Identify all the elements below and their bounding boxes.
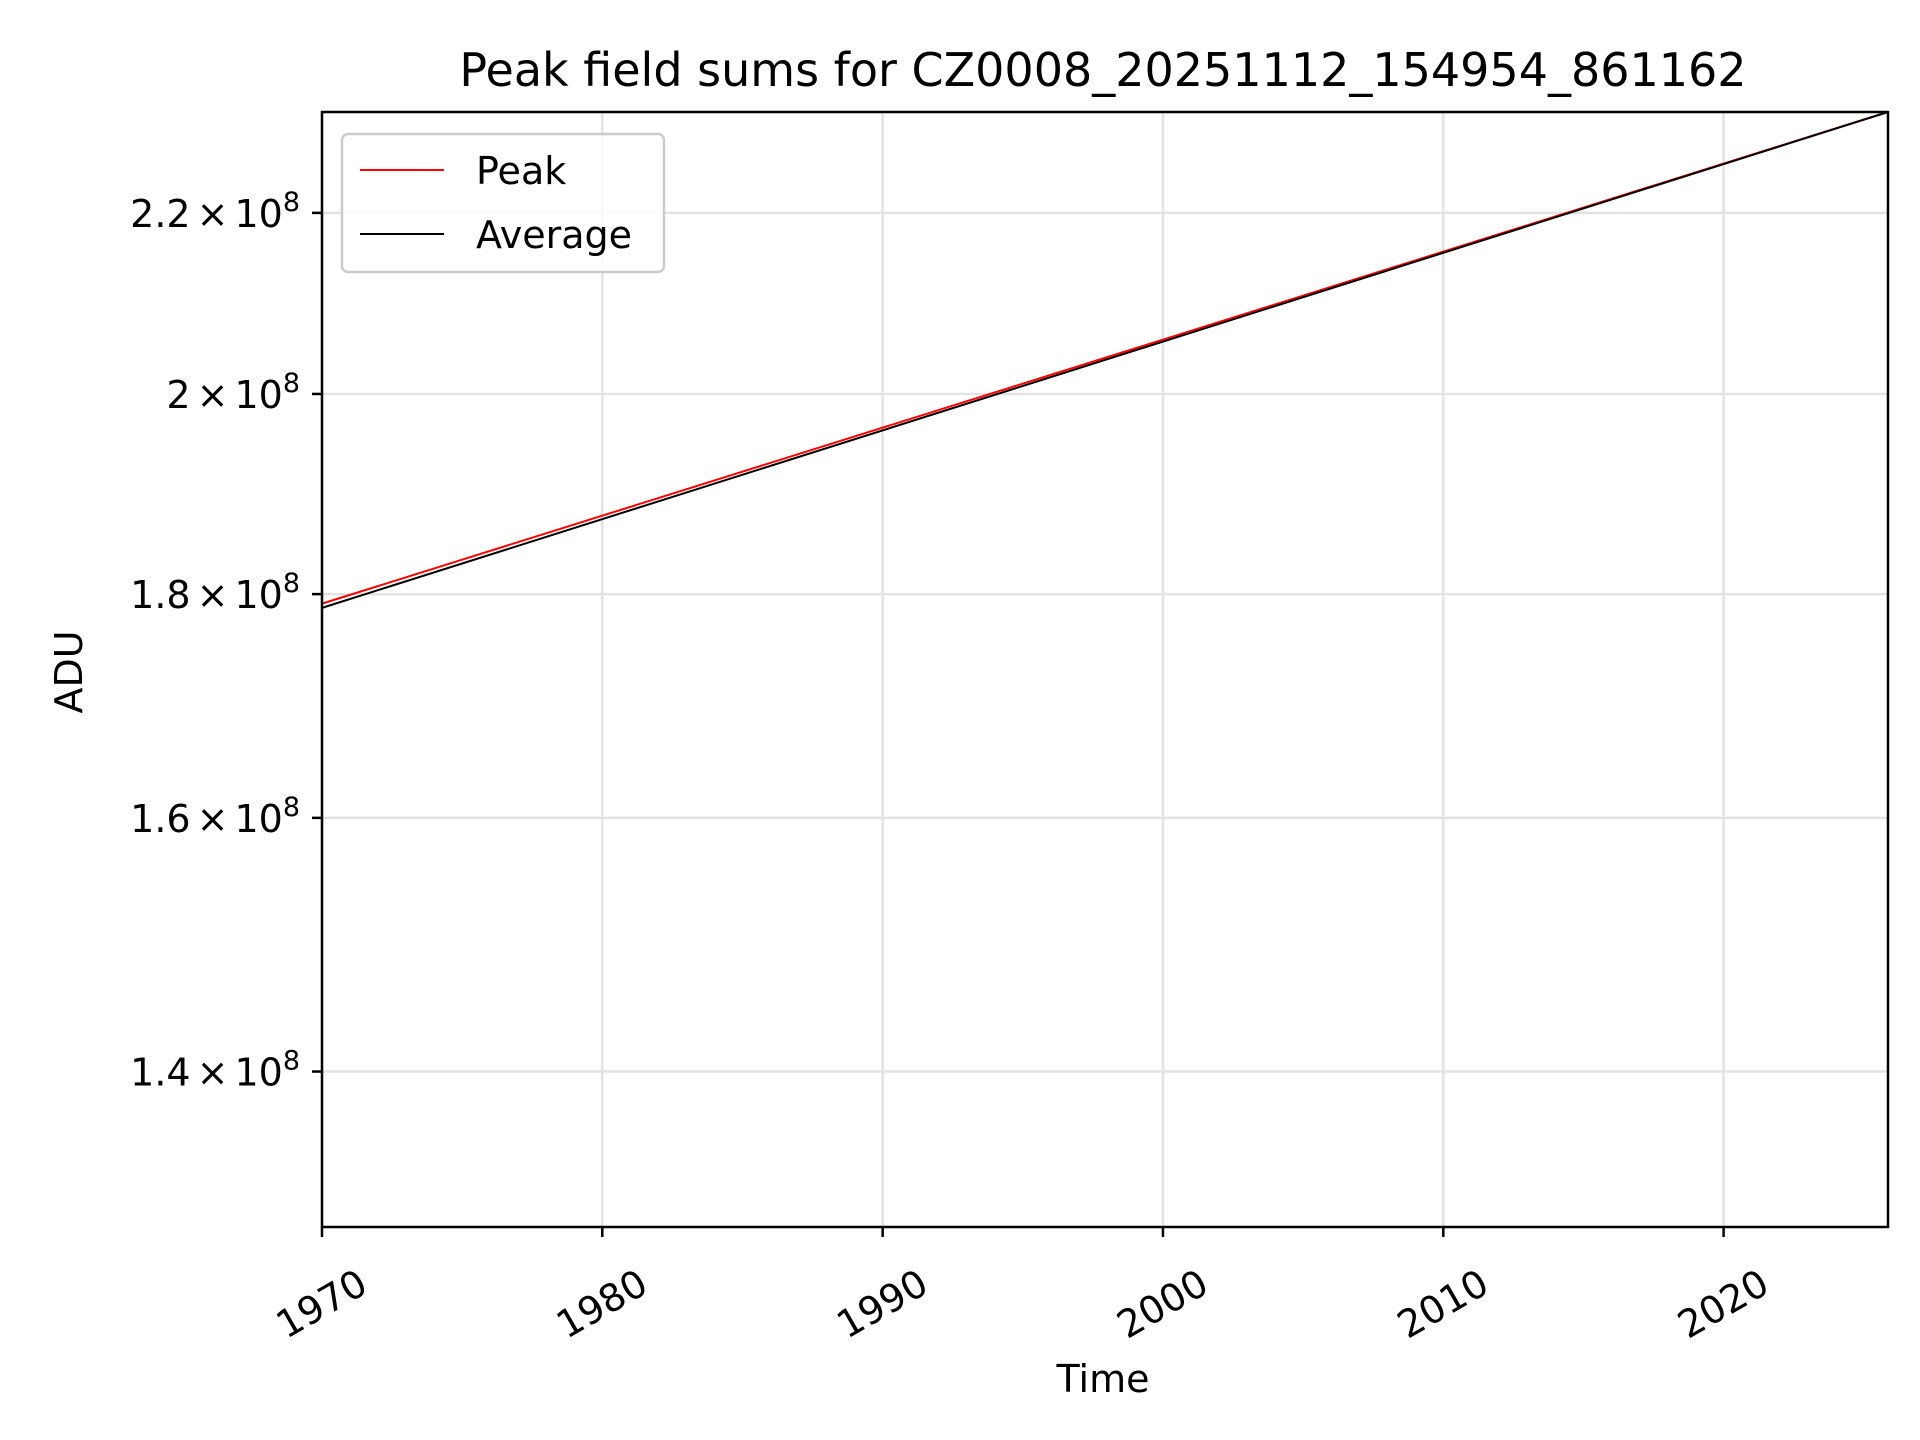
y-tick-mantissa: 1.6 (130, 797, 190, 841)
legend-label-peak: Peak (476, 149, 566, 193)
y-tick-exponent: 8 (283, 187, 300, 218)
y-tick-label: 2 × 108 (166, 368, 300, 417)
y-tick-times: × (197, 192, 229, 236)
y-tick-times: × (197, 1051, 229, 1095)
y-tick-mantissa: 2.2 (130, 192, 190, 236)
y-tick-exponent: 8 (283, 1046, 300, 1077)
y-tick-times: × (197, 373, 229, 417)
y-tick-exponent: 8 (283, 568, 300, 599)
y-tick-base: 10 (234, 1051, 282, 1095)
y-tick-exponent: 8 (283, 368, 300, 399)
grid (320, 112, 1888, 1227)
legend-box (340, 132, 666, 274)
y-tick-base: 10 (234, 573, 282, 617)
y-tick-times: × (197, 797, 229, 841)
x-tick-label: 1990 (829, 1261, 935, 1347)
series-line-average (321, 111, 1889, 609)
y-tick-mantissa: 2 (166, 373, 190, 417)
y-tick-times: × (197, 573, 229, 617)
y-axis-label: ADU (47, 630, 91, 713)
y-tick-base: 10 (234, 373, 282, 417)
y-tick-base: 10 (234, 797, 282, 841)
y-tick-base: 10 (234, 192, 282, 236)
x-tick-label: 1980 (549, 1261, 655, 1347)
plot-frame (320, 110, 1890, 1229)
x-tick-label: 2000 (1110, 1261, 1216, 1347)
y-tick-exponent: 8 (283, 792, 300, 823)
y-tick-label: 1.4 × 108 (130, 1046, 300, 1095)
x-tick-label: 1970 (269, 1261, 375, 1347)
x-tick-label: 2010 (1390, 1261, 1496, 1347)
y-tick-label: 1.6 × 108 (130, 792, 300, 841)
plot-lines (321, 111, 1889, 609)
y-tick-label: 2.2 × 108 (130, 187, 300, 236)
y-tick-mantissa: 1.8 (130, 573, 190, 617)
y-tick-mantissa: 1.4 (130, 1051, 190, 1095)
legend: Peak Average (340, 132, 666, 274)
y-tick-label: 1.8 × 108 (130, 568, 300, 617)
x-axis-label: Time (1056, 1357, 1150, 1401)
x-tick-label: 2020 (1670, 1261, 1776, 1347)
legend-label-average: Average (476, 213, 632, 257)
chart-title: Peak field sums for CZ0008_20251112_1549… (459, 43, 1746, 97)
